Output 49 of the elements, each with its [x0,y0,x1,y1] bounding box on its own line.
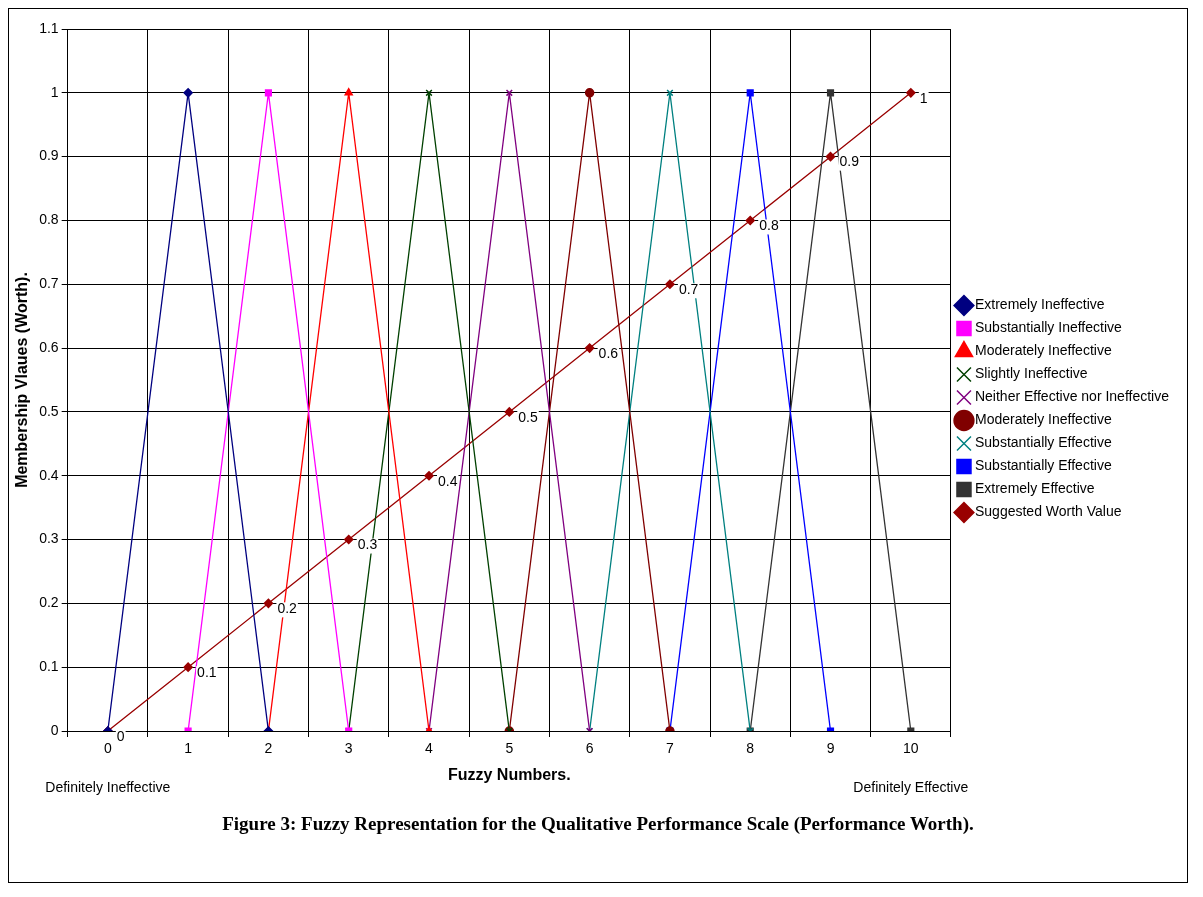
y-tick-label: 0.5 [39,402,59,419]
data-label: 0.7 [678,281,699,298]
y-tick-label: 0.3 [39,530,59,547]
data-label: 0.2 [277,600,298,617]
text: Definitely Ineffective [45,778,171,795]
x-tick-label: 10 [903,740,919,757]
data-label: 0.4 [438,472,458,489]
legend-label: Moderately Ineffective [974,342,1112,359]
x-tick-label: 9 [826,740,835,757]
y-tick-label: 1.1 [39,19,59,36]
x-tick-label: 0 [103,740,112,757]
y-tick-label: 0.8 [39,211,59,228]
y-tick-label: 0.6 [39,338,59,355]
data-label: 1 [919,89,928,106]
x-tick-label: 4 [425,740,434,757]
legend-label: Suggested Worth Value [974,503,1122,520]
y-tick-label: 0.7 [39,275,59,292]
x-tick-label: 3 [344,740,353,757]
x-tick-label: 5 [505,740,514,757]
y-tick-label: 0.4 [39,466,59,483]
data-label: 0.3 [357,536,378,553]
legend-label: Moderately Ineffective [974,411,1112,428]
legend-label: Substantially Effective [974,457,1112,474]
y-tick-label: 0.1 [39,658,59,675]
y-axis-title: Membership Vlaues (Worth). [13,272,31,488]
x-tick-label: 6 [585,740,594,757]
legend-label: Slightly Ineffective [974,365,1088,382]
legend-label: Substantially Ineffective [974,319,1123,336]
y-tick-label: 0.2 [39,594,59,611]
legend-label: Extremely Effective [974,480,1095,497]
x-tick-label: 7 [666,740,675,757]
data-label: 0.1 [197,664,217,681]
x-tick-label: 2 [264,740,273,757]
x-tick-label: 1 [184,740,193,757]
data-label: 0.9 [839,153,860,170]
text: Figure 3: Fuzzy Representation for the Qualitative Performance Scale (Performance Worth). [221,813,975,835]
y-tick-label: 0.9 [39,147,59,164]
y-tick-label: 0 [50,721,59,738]
data-label: 0.8 [759,217,779,234]
data-label: 0.5 [518,408,538,425]
data-label: 0.6 [598,344,619,361]
text: Definitely Effective [853,778,969,795]
y-tick-label: 1 [50,83,59,100]
x-tick-label: 8 [746,740,755,757]
data-label: 0 [116,727,125,744]
legend-label: Extremely Ineffective [974,296,1105,313]
x-axis-title: Fuzzy Numbers. [447,765,571,783]
legend-label: Neither Effective nor Ineffective [974,388,1170,405]
legend-label: Substantially Effective [974,434,1112,451]
